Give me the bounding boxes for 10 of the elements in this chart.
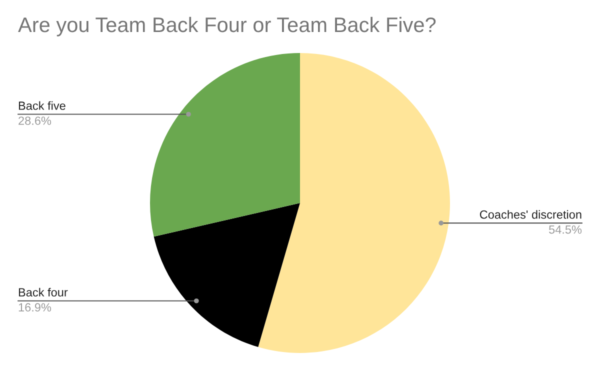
data-label: 28.6%: [18, 116, 52, 125]
chart-title: Are you Team Back Four or Team Back Five?: [18, 16, 436, 36]
data-label: 54.5%: [549, 225, 582, 234]
slice-label: Back four: [18, 288, 68, 297]
slice-label: Back five: [18, 101, 66, 110]
pie-slice: [154, 203, 300, 348]
pie-slice: [150, 53, 300, 237]
pie-slice: [258, 53, 450, 353]
data-label: 16.9%: [18, 303, 52, 312]
slice-label: Coaches' discretion: [480, 210, 582, 219]
